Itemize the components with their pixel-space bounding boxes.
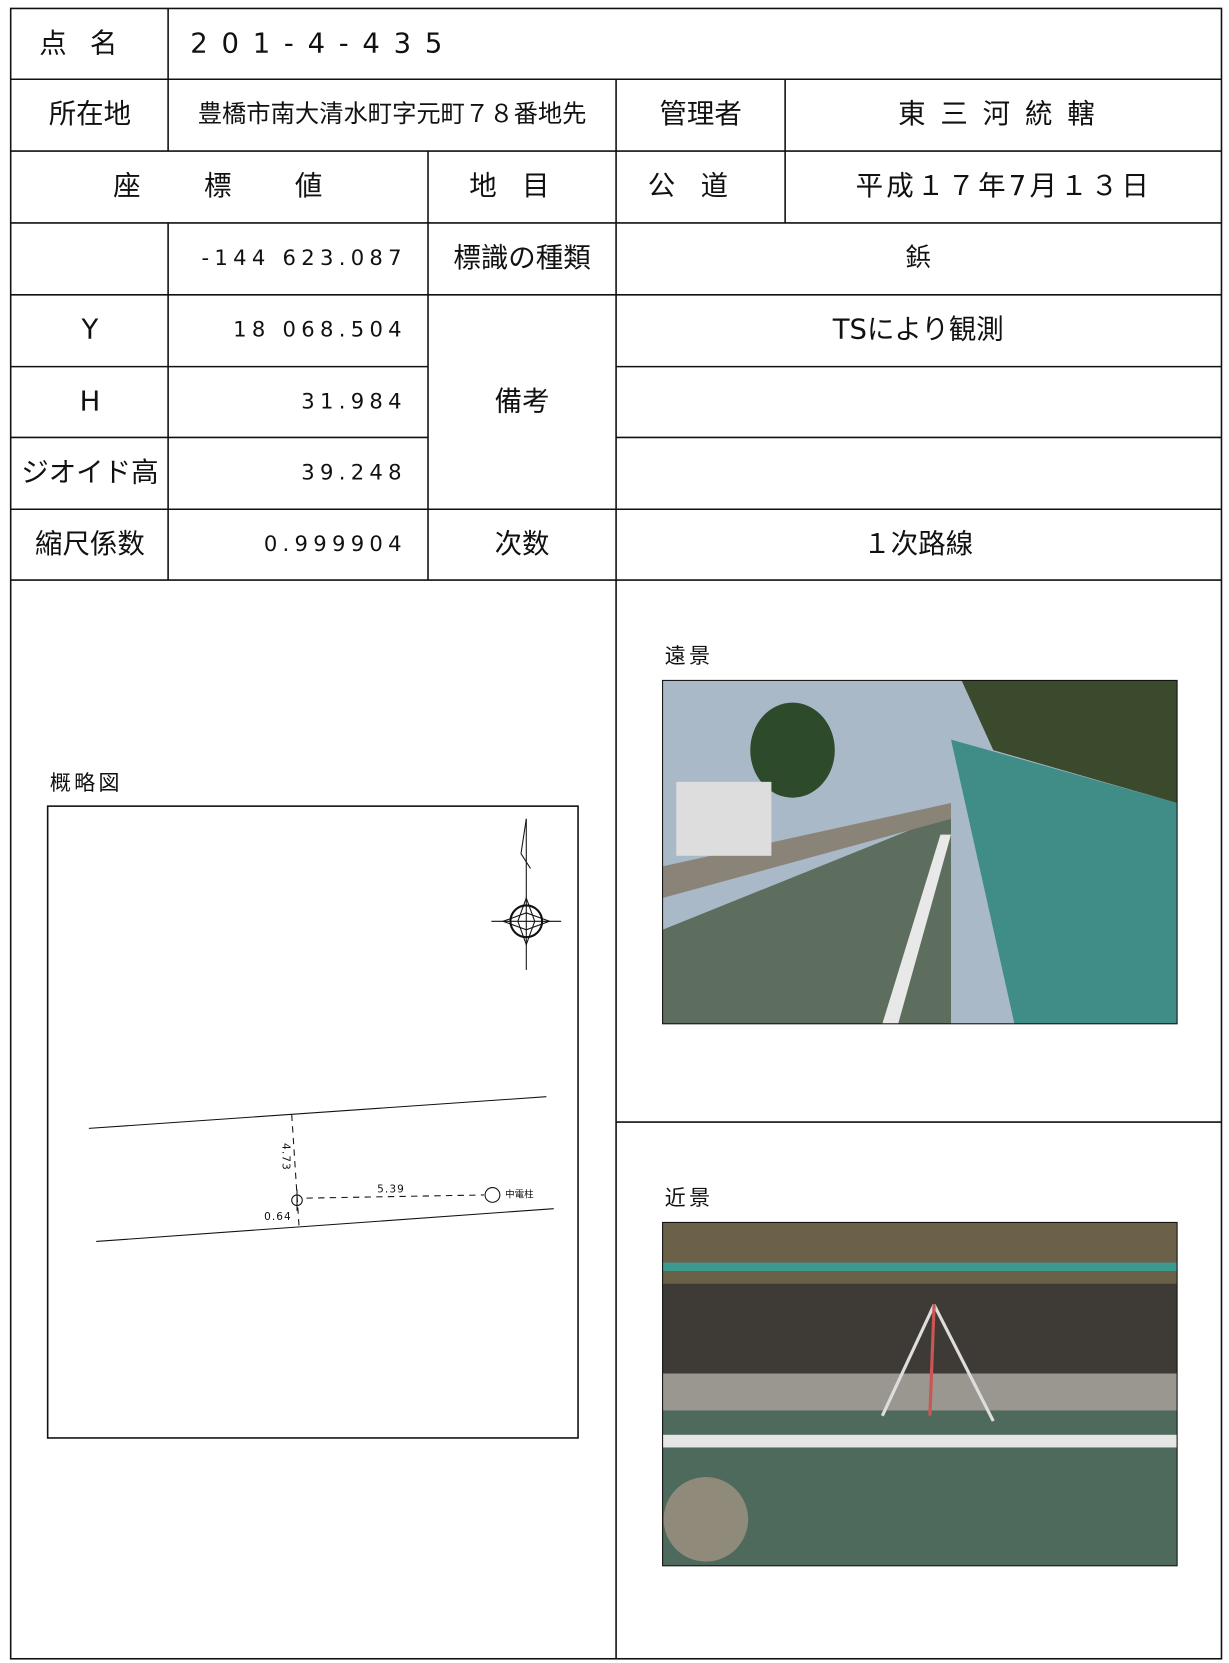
pole-label: 中電柱 bbox=[505, 1188, 534, 1200]
value: 0.999904 bbox=[264, 531, 407, 556]
compass-star bbox=[501, 896, 552, 947]
table-grid bbox=[9, 7, 1223, 1660]
compass bbox=[509, 904, 544, 939]
label: 地目 bbox=[469, 171, 575, 202]
value: -144 623.087 bbox=[201, 245, 406, 270]
sketch-title: 概略図 bbox=[50, 770, 123, 795]
value: 鋲 bbox=[906, 242, 931, 272]
label: 次数 bbox=[495, 529, 550, 560]
label: 所在地 bbox=[49, 99, 131, 130]
value: 39.248 bbox=[301, 459, 407, 484]
value: 平成１７年7月１３日 bbox=[856, 171, 1152, 202]
value: １次路線 bbox=[863, 529, 973, 560]
value: TSにより観測 bbox=[832, 315, 1004, 346]
point-marker bbox=[291, 1194, 303, 1207]
value: 31.984 bbox=[301, 389, 407, 414]
label: 備考 bbox=[495, 387, 550, 418]
photo-title: 近景 bbox=[665, 1185, 714, 1210]
photo-near bbox=[662, 1221, 1178, 1567]
label: Y bbox=[81, 315, 99, 346]
label: 標識の種類 bbox=[453, 243, 590, 274]
value: 18 068.504 bbox=[233, 317, 407, 342]
label: 管理者 bbox=[659, 99, 741, 130]
label: ジオイド高 bbox=[21, 457, 158, 488]
value: 豊橋市南大清水町字元町７８番地先 bbox=[198, 99, 587, 128]
value: 201-4-435 bbox=[190, 28, 456, 59]
dimension: 5.39 bbox=[377, 1184, 405, 1196]
pole-marker bbox=[484, 1187, 501, 1203]
value: 東三河統轄 bbox=[898, 99, 1109, 130]
value: 公道 bbox=[648, 171, 754, 202]
dimension: 0.64 bbox=[264, 1211, 292, 1223]
label: H bbox=[80, 387, 101, 418]
label: 縮尺係数 bbox=[35, 529, 145, 560]
dimension: 4.73 bbox=[279, 1143, 291, 1171]
photo-title: 遠景 bbox=[665, 643, 714, 668]
photo-far bbox=[662, 679, 1178, 1025]
label: 座標値 bbox=[113, 171, 386, 202]
sketch bbox=[46, 805, 579, 1439]
label: 点名 bbox=[39, 28, 140, 59]
